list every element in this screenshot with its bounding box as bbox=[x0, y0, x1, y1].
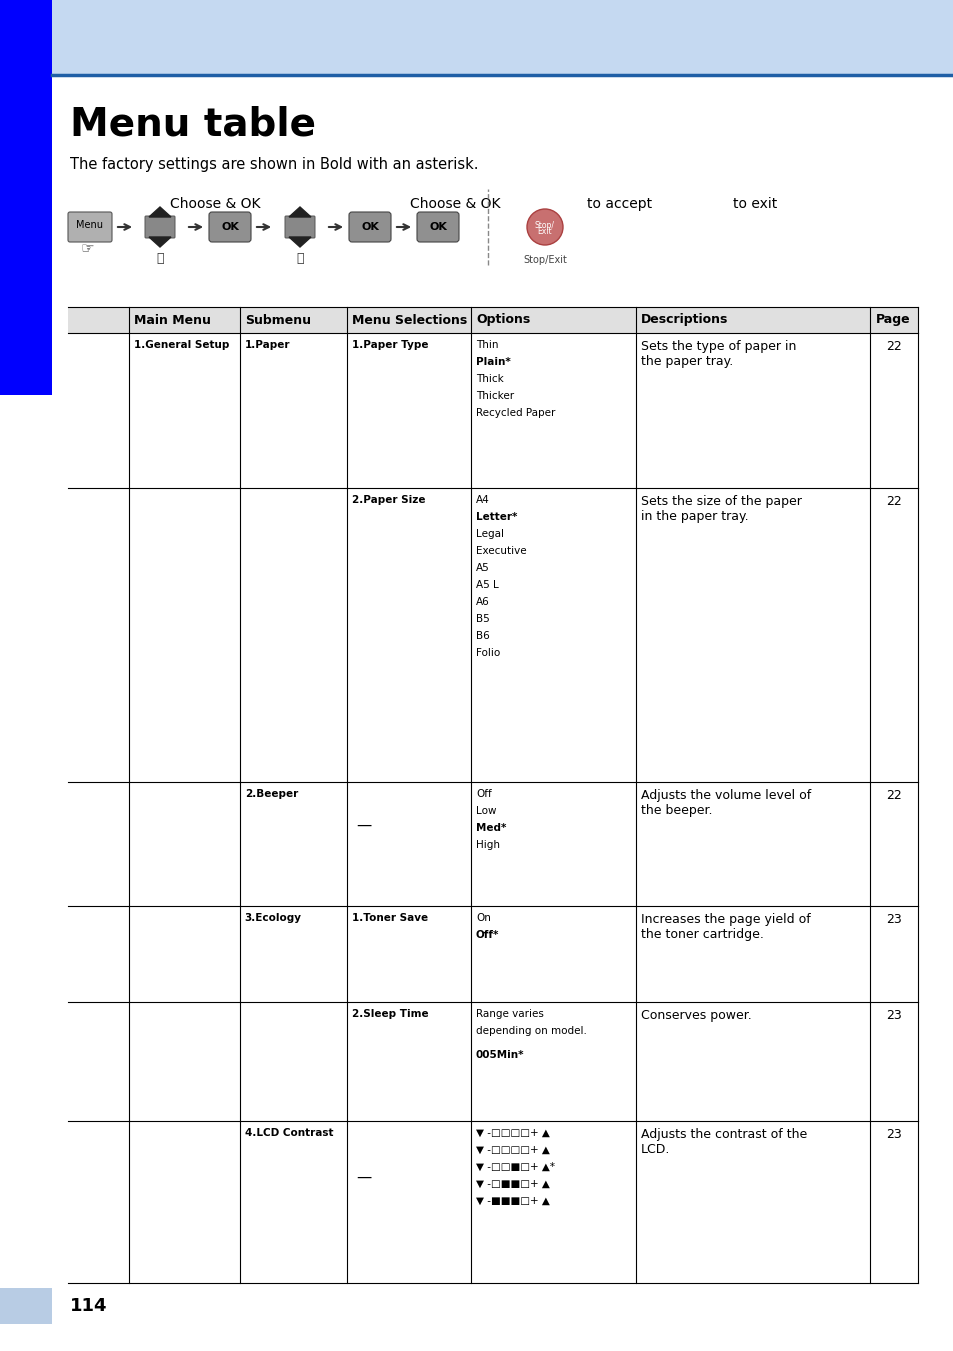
Text: OK: OK bbox=[221, 222, 238, 232]
Text: 22: 22 bbox=[885, 340, 902, 353]
Text: 4.LCD Contrast: 4.LCD Contrast bbox=[244, 1128, 333, 1138]
Text: Sets the size of the paper
in the paper tray.: Sets the size of the paper in the paper … bbox=[640, 496, 801, 523]
Text: A5: A5 bbox=[476, 563, 489, 573]
Text: to accept: to accept bbox=[587, 197, 652, 211]
Text: OK: OK bbox=[360, 222, 378, 232]
Text: 005Min*: 005Min* bbox=[476, 1050, 524, 1061]
Text: 23: 23 bbox=[885, 913, 902, 927]
Text: Adjusts the volume level of
the beeper.: Adjusts the volume level of the beeper. bbox=[640, 789, 810, 817]
Text: Low: Low bbox=[476, 807, 496, 816]
Text: Choose & OK: Choose & OK bbox=[170, 197, 260, 211]
Polygon shape bbox=[149, 207, 171, 218]
Text: OK: OK bbox=[429, 222, 446, 232]
Text: A4: A4 bbox=[476, 496, 489, 505]
Bar bbox=[0, 0, 953, 76]
Text: depending on model.: depending on model. bbox=[476, 1027, 586, 1036]
Text: 2.Beeper: 2.Beeper bbox=[244, 789, 297, 800]
Text: Stop/Exit: Stop/Exit bbox=[522, 255, 566, 265]
Text: Options: Options bbox=[476, 313, 530, 327]
Text: ☞: ☞ bbox=[80, 242, 93, 257]
Text: Menu: Menu bbox=[76, 220, 103, 230]
Text: 22: 22 bbox=[885, 789, 902, 802]
Text: Descriptions: Descriptions bbox=[640, 313, 727, 327]
Text: Thick: Thick bbox=[476, 374, 503, 384]
Text: Folio: Folio bbox=[476, 648, 499, 658]
Text: On: On bbox=[476, 913, 490, 923]
Text: Letter*: Letter* bbox=[476, 512, 517, 523]
Text: ▼ -□□□□+ ▲: ▼ -□□□□+ ▲ bbox=[476, 1146, 549, 1155]
Text: Choose & OK: Choose & OK bbox=[410, 197, 499, 211]
Polygon shape bbox=[149, 236, 171, 247]
Text: Sets the type of paper in
the paper tray.: Sets the type of paper in the paper tray… bbox=[640, 340, 796, 367]
Text: High: High bbox=[476, 840, 499, 850]
Circle shape bbox=[526, 209, 562, 245]
Text: ▼ -■■■□+ ▲: ▼ -■■■□+ ▲ bbox=[476, 1196, 549, 1206]
Text: Main Menu: Main Menu bbox=[134, 313, 211, 327]
Text: ▼ -□□■□+ ▲*: ▼ -□□■□+ ▲* bbox=[476, 1162, 555, 1173]
Text: ▼ -□□□□+ ▲: ▼ -□□□□+ ▲ bbox=[476, 1128, 549, 1138]
Text: 2.Paper Size: 2.Paper Size bbox=[352, 496, 425, 505]
Text: Menu Selections: Menu Selections bbox=[352, 313, 467, 327]
Text: 114: 114 bbox=[70, 1297, 108, 1315]
Text: Range varies: Range varies bbox=[476, 1009, 543, 1019]
Bar bbox=[68, 307, 917, 332]
Text: Off: Off bbox=[476, 789, 491, 800]
Text: ✋: ✋ bbox=[296, 253, 303, 266]
Text: Thicker: Thicker bbox=[476, 390, 514, 401]
Text: Med*: Med* bbox=[476, 823, 506, 834]
Text: 1.Paper: 1.Paper bbox=[244, 340, 290, 350]
Text: 2.Sleep Time: 2.Sleep Time bbox=[352, 1009, 428, 1019]
Text: ✋: ✋ bbox=[156, 253, 164, 266]
FancyBboxPatch shape bbox=[68, 212, 112, 242]
Text: Menu table: Menu table bbox=[70, 105, 315, 143]
FancyBboxPatch shape bbox=[349, 212, 391, 242]
FancyBboxPatch shape bbox=[145, 216, 174, 238]
Text: 22: 22 bbox=[885, 496, 902, 508]
FancyBboxPatch shape bbox=[209, 212, 251, 242]
Text: The factory settings are shown in Bold with an asterisk.: The factory settings are shown in Bold w… bbox=[70, 157, 478, 172]
Text: —: — bbox=[355, 1170, 371, 1185]
Bar bbox=[0, 1288, 52, 1324]
Text: Page: Page bbox=[875, 313, 909, 327]
Text: 1.General Setup: 1.General Setup bbox=[134, 340, 230, 350]
Text: Plain*: Plain* bbox=[476, 357, 510, 367]
Text: Executive: Executive bbox=[476, 546, 526, 557]
Text: A6: A6 bbox=[476, 597, 489, 608]
Polygon shape bbox=[289, 207, 311, 218]
Text: ▼ -□■■□+ ▲: ▼ -□■■□+ ▲ bbox=[476, 1179, 549, 1189]
Text: Submenu: Submenu bbox=[244, 313, 311, 327]
Text: A5 L: A5 L bbox=[476, 581, 498, 590]
FancyBboxPatch shape bbox=[285, 216, 314, 238]
FancyBboxPatch shape bbox=[416, 212, 458, 242]
Text: B5: B5 bbox=[476, 615, 489, 624]
Text: —: — bbox=[355, 819, 371, 834]
Text: Increases the page yield of
the toner cartridge.: Increases the page yield of the toner ca… bbox=[640, 913, 810, 942]
Text: 1.Paper Type: 1.Paper Type bbox=[352, 340, 428, 350]
Polygon shape bbox=[289, 236, 311, 247]
Text: 23: 23 bbox=[885, 1128, 902, 1142]
Text: Stop/: Stop/ bbox=[535, 220, 555, 230]
Text: B6: B6 bbox=[476, 631, 489, 642]
Text: Conserves power.: Conserves power. bbox=[640, 1009, 751, 1023]
Text: Exit: Exit bbox=[537, 227, 552, 235]
Text: 1.Toner Save: 1.Toner Save bbox=[352, 913, 428, 923]
Text: 23: 23 bbox=[885, 1009, 902, 1023]
Text: Thin: Thin bbox=[476, 340, 497, 350]
Text: Adjusts the contrast of the
LCD.: Adjusts the contrast of the LCD. bbox=[640, 1128, 806, 1156]
Bar bbox=[0, 0, 52, 394]
Text: Off*: Off* bbox=[476, 931, 498, 940]
Text: 3.Ecology: 3.Ecology bbox=[244, 913, 301, 923]
Text: to exit: to exit bbox=[732, 197, 777, 211]
Text: Legal: Legal bbox=[476, 530, 503, 539]
Text: Recycled Paper: Recycled Paper bbox=[476, 408, 555, 417]
